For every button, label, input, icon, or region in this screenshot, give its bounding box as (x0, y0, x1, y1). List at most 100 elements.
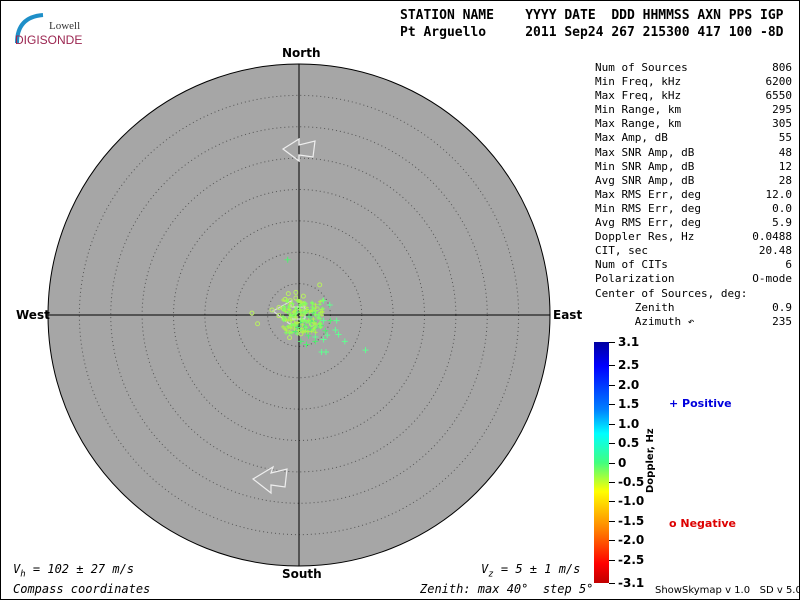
colorbar-tick (609, 423, 615, 425)
source-point-cluster (311, 316, 316, 321)
stat-row: Azimuth ↶ 235 (595, 315, 792, 329)
statistics-table: Num of Sources 806 Min Freq, kHz 6200 Max Fr… (595, 61, 792, 329)
stat-value: 295 (772, 103, 792, 117)
legend-positive: + Positive (669, 397, 732, 410)
stat-label: Max RMS Err, deg (595, 187, 701, 201)
source-point-positive (324, 332, 331, 339)
source-point-positive (294, 324, 301, 331)
source-point-cluster (315, 315, 320, 320)
stat-row: Center of Sources, deg: (595, 287, 792, 301)
source-point-negative (255, 321, 261, 327)
source-point-cluster (281, 314, 286, 319)
stat-value: 28 (778, 173, 792, 187)
source-point-cluster (294, 321, 299, 326)
source-point-cluster (281, 298, 285, 302)
source-point-cluster (310, 305, 315, 310)
colorbar-tick (609, 365, 615, 367)
source-point-cluster (298, 327, 303, 332)
source-point-negative (249, 310, 255, 316)
source-point-cluster (290, 301, 295, 306)
source-point-positive (284, 256, 291, 263)
logo-arc-icon (15, 13, 44, 44)
source-point-positive (305, 332, 312, 339)
source-point-negative (300, 293, 306, 299)
stat-label: Min SNR Amp, dB (595, 159, 695, 173)
version-label: ShowSkymap v 1.0 SD v 5.0 (655, 585, 800, 596)
source-point-cluster (318, 299, 323, 304)
source-point-cluster (288, 313, 293, 318)
velocity-arrow-icon (251, 465, 288, 495)
east-label: East (553, 308, 583, 322)
stat-label: Polarization (595, 272, 675, 286)
stat-value: 6 (785, 258, 792, 272)
source-point-negative (276, 304, 282, 310)
source-point-cluster (304, 325, 309, 330)
colorbar-tick (609, 520, 615, 522)
source-point-cluster (318, 325, 323, 330)
colorbar-tick-label: -0.5 (618, 474, 645, 489)
stat-row: Min SNR Amp, dB 12 (595, 160, 792, 174)
stat-value: 20.48 (758, 244, 792, 258)
source-point-cluster (287, 331, 292, 336)
source-point-cluster (286, 304, 291, 309)
source-point-negative (269, 307, 275, 313)
colorbar-tick-label: -2.5 (618, 552, 645, 567)
source-point-positive (341, 338, 348, 345)
source-point-cluster (318, 316, 323, 321)
source-point-positive (320, 317, 327, 324)
south-label: South (282, 567, 322, 581)
stat-row: Min Freq, kHz 6200 (595, 75, 792, 89)
stat-label: Num of Sources (595, 61, 688, 74)
source-point-cluster (294, 311, 299, 316)
stat-label: Min Freq, kHz (595, 75, 682, 89)
source-point-cluster (303, 329, 308, 334)
source-point-cluster (287, 307, 292, 312)
stat-value: 235 (772, 314, 792, 328)
stat-value: 0.0488 (752, 230, 792, 244)
logo-lowell: Lowell (49, 20, 81, 32)
source-point-cluster (318, 310, 323, 315)
colorbar-tick-label: 0.5 (618, 436, 640, 451)
doppler-colorbar (594, 342, 609, 583)
colorbar-tick-label: -1.5 (618, 513, 645, 528)
colorbar-tick-label: 1.5 (618, 397, 640, 412)
source-point-cluster (298, 308, 303, 313)
source-point-positive (297, 338, 304, 345)
circle-icon: o (669, 517, 681, 530)
source-point-positive (322, 349, 329, 356)
source-point-cluster (313, 302, 318, 307)
source-point-positive (332, 327, 339, 334)
colorbar-tick (609, 583, 615, 584)
source-point-cluster (293, 308, 298, 313)
source-point-positive (303, 341, 310, 348)
stat-row: Max SNR Amp, dB 48 (595, 146, 792, 160)
stat-value: 806 (772, 61, 792, 74)
stat-row: Num of CITs 6 (595, 258, 792, 272)
header-values: Pt Arguello 2011 Sep24 267 215300 417 10… (400, 25, 784, 40)
west-label: West (16, 308, 50, 322)
source-point-cluster (300, 322, 305, 327)
colorbar-tick-label: -3.1 (618, 576, 645, 590)
colorbar-tick-label: 3.1 (618, 335, 640, 349)
velocity-arrow-icon (281, 137, 316, 163)
source-point-negative (276, 313, 282, 319)
source-point-cluster (303, 309, 308, 314)
source-point-cluster (308, 323, 313, 328)
colorbar-tick-label: 0 (618, 455, 627, 470)
stat-value: 12 (778, 159, 792, 173)
source-point-positive (335, 331, 342, 338)
colorbar-tick (609, 540, 615, 542)
source-point-positive (327, 317, 334, 324)
source-point-cluster (284, 330, 289, 335)
source-point-cluster (320, 298, 325, 303)
stat-row: Avg RMS Err, deg 5.9 (595, 216, 792, 230)
colorbar-tick-label: 2.0 (618, 377, 640, 392)
source-point-cluster (299, 317, 304, 322)
stat-label: Max Freq, kHz (595, 89, 682, 103)
source-point-cluster (290, 330, 294, 335)
source-point-cluster (300, 313, 305, 318)
colorbar-tick (609, 462, 615, 464)
colorbar-tick (609, 481, 615, 483)
source-point-cluster (289, 318, 294, 323)
source-point-cluster (313, 309, 318, 314)
